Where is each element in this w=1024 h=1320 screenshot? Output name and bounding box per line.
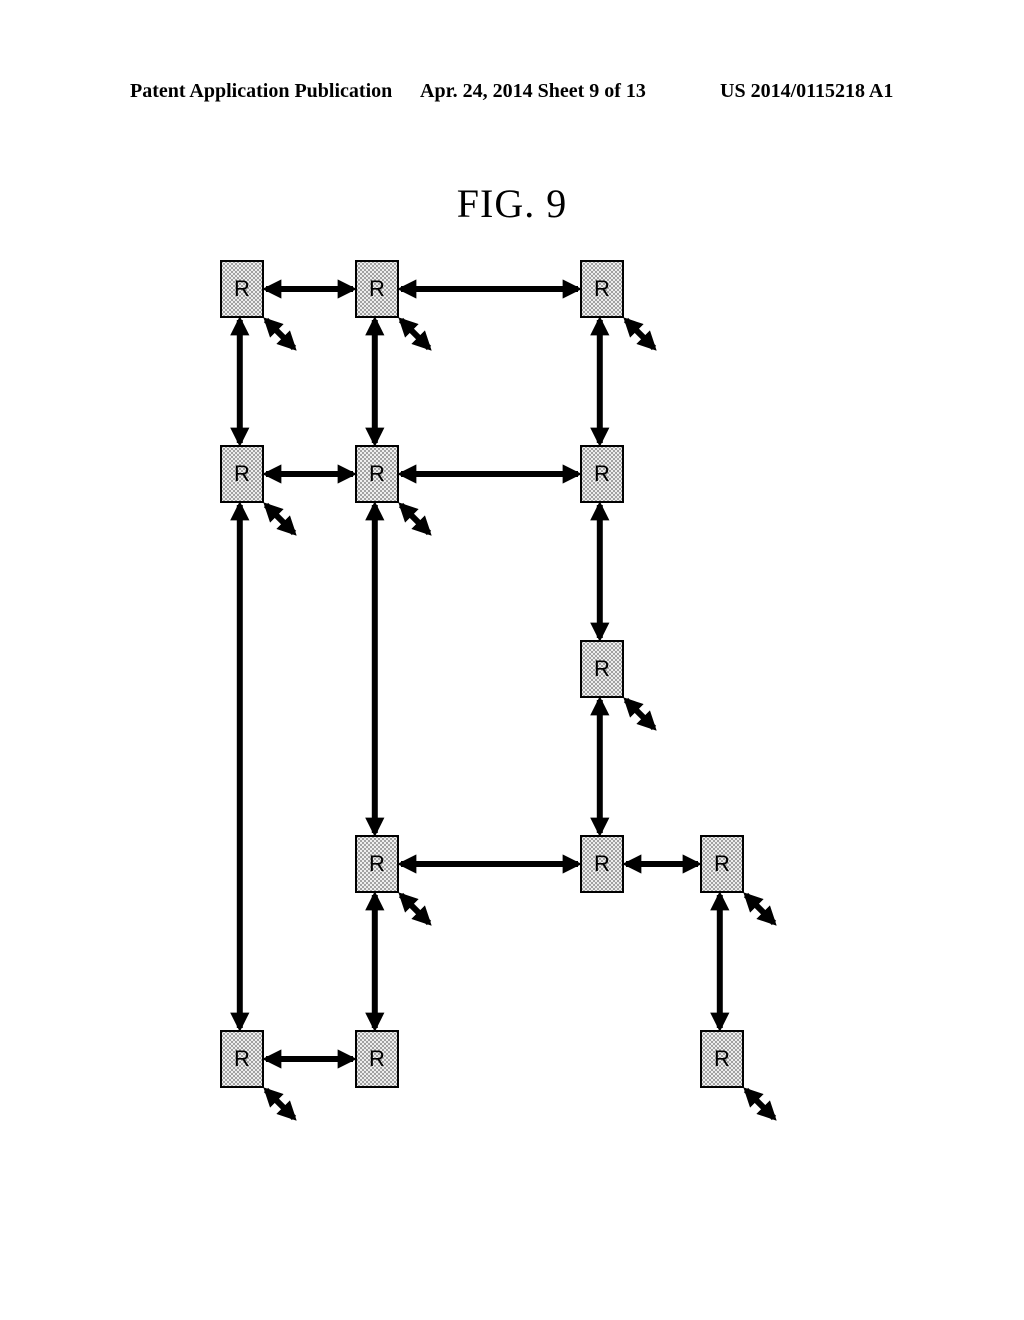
router-node-label: R [369, 276, 385, 302]
edges-layer [180, 250, 860, 1180]
router-node-label: R [369, 851, 385, 877]
edge [626, 700, 654, 728]
router-node-label: R [369, 1046, 385, 1072]
router-node: R [580, 835, 624, 893]
router-node: R [700, 835, 744, 893]
edge [401, 895, 429, 923]
router-node-label: R [234, 276, 250, 302]
edge [266, 320, 294, 348]
header-center: Apr. 24, 2014 Sheet 9 of 13 [420, 80, 646, 103]
router-node: R [355, 445, 399, 503]
router-node: R [700, 1030, 744, 1088]
edge [746, 895, 774, 923]
figure-title: FIG. 9 [0, 180, 1024, 227]
header-right: US 2014/0115218 A1 [720, 80, 893, 103]
router-node: R [220, 260, 264, 318]
router-node-label: R [234, 1046, 250, 1072]
edge [626, 320, 654, 348]
router-node: R [220, 1030, 264, 1088]
router-node: R [355, 260, 399, 318]
edge [746, 1090, 774, 1118]
router-node-label: R [369, 461, 385, 487]
router-node: R [355, 835, 399, 893]
router-node: R [355, 1030, 399, 1088]
router-node-label: R [714, 1046, 730, 1072]
header-left: Patent Application Publication [130, 80, 392, 103]
edge [401, 505, 429, 533]
router-node-label: R [594, 461, 610, 487]
router-node: R [580, 640, 624, 698]
router-node: R [580, 445, 624, 503]
edge [401, 320, 429, 348]
router-node: R [220, 445, 264, 503]
router-node: R [580, 260, 624, 318]
diagram-container: R R R R R R R R R R R R R [180, 250, 860, 1180]
router-node-label: R [594, 851, 610, 877]
router-node-label: R [594, 276, 610, 302]
router-node-label: R [714, 851, 730, 877]
router-node-label: R [594, 656, 610, 682]
router-node-label: R [234, 461, 250, 487]
edge [266, 505, 294, 533]
edge [266, 1090, 294, 1118]
page: Patent Application Publication Apr. 24, … [0, 0, 1024, 1320]
